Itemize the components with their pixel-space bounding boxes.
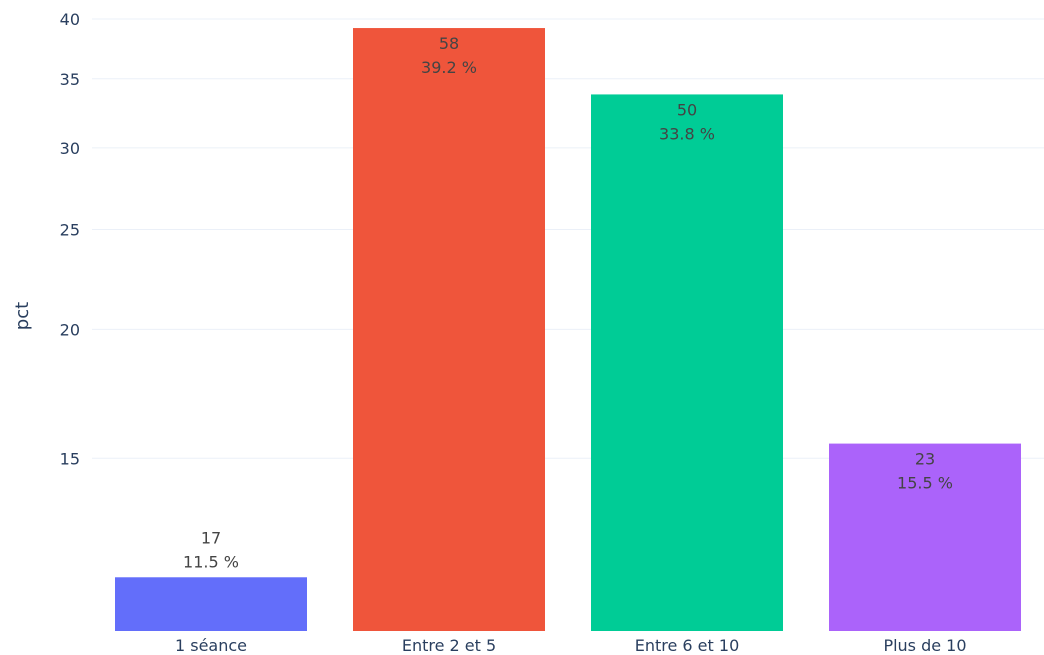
bar[interactable] xyxy=(591,94,783,631)
bar[interactable] xyxy=(115,577,307,631)
bar-percent-label: 11.5 % xyxy=(183,552,239,571)
bar[interactable] xyxy=(353,28,545,631)
y-tick-label: 30 xyxy=(60,139,80,158)
x-tick-label: Plus de 10 xyxy=(883,636,966,655)
bar[interactable] xyxy=(829,443,1021,631)
x-axis-ticks: 1 séance Entre 2 et 5 Entre 6 et 10 Plus de… xyxy=(175,636,967,655)
bar-percent-label: 39.2 % xyxy=(421,58,477,77)
bar-percent-label: 33.8 % xyxy=(659,124,715,143)
y-tick-label: 25 xyxy=(60,220,80,239)
y-tick-label: 20 xyxy=(60,320,80,339)
gridlines xyxy=(92,18,1044,459)
bar-count-label: 50 xyxy=(677,100,697,119)
y-tick-label: 40 xyxy=(60,10,80,29)
bar-labels: 17 11.5 % 58 39.2 % 50 33.8 % 23 15.5 % xyxy=(183,34,953,571)
bar-count-label: 17 xyxy=(201,528,221,547)
bar-percent-label: 15.5 % xyxy=(897,474,953,493)
x-tick-label: 1 séance xyxy=(175,636,247,655)
y-tick-label: 35 xyxy=(60,70,80,89)
bar-count-label: 23 xyxy=(915,450,935,469)
bars xyxy=(115,28,1021,631)
y-axis-ticks: 15 20 25 30 35 40 xyxy=(60,10,80,468)
bar-count-label: 58 xyxy=(439,34,459,53)
x-tick-label: Entre 2 et 5 xyxy=(402,636,496,655)
x-tick-label: Entre 6 et 10 xyxy=(635,636,740,655)
y-tick-label: 15 xyxy=(60,449,80,468)
y-axis-title: pct xyxy=(12,302,33,330)
